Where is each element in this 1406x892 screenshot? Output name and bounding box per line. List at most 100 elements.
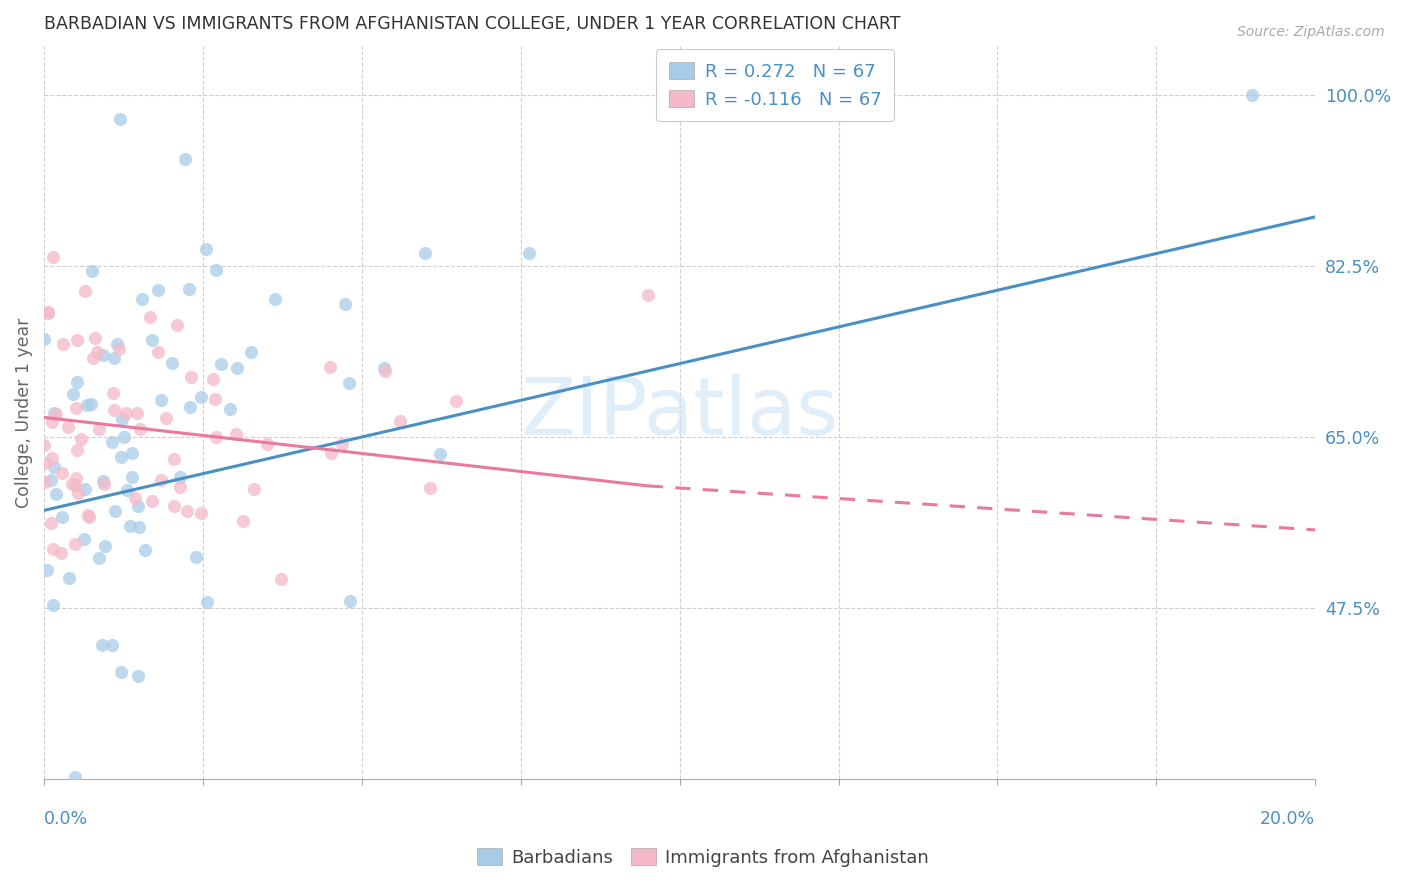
Point bbox=[124, 491, 146, 505]
Point bbox=[163, 499, 186, 513]
Text: Source: ZipAtlas.com: Source: ZipAtlas.com bbox=[1237, 25, 1385, 39]
Point bbox=[319, 446, 342, 460]
Point bbox=[118, 518, 141, 533]
Point bbox=[149, 392, 172, 407]
Point bbox=[103, 351, 125, 365]
Point bbox=[91, 638, 114, 652]
Point bbox=[37, 306, 59, 320]
Point bbox=[103, 403, 125, 417]
Point bbox=[41, 450, 63, 465]
Point bbox=[127, 406, 149, 420]
Point bbox=[166, 318, 188, 333]
Point bbox=[155, 410, 177, 425]
Point bbox=[444, 393, 467, 408]
Point bbox=[419, 481, 441, 495]
Point bbox=[180, 370, 202, 384]
Point bbox=[127, 499, 149, 513]
Point bbox=[80, 263, 103, 277]
Point bbox=[264, 292, 287, 306]
Point bbox=[160, 356, 183, 370]
Point bbox=[34, 456, 56, 470]
Point bbox=[637, 288, 659, 302]
Point bbox=[51, 466, 73, 480]
Point bbox=[91, 474, 114, 488]
Point bbox=[127, 669, 149, 683]
Point bbox=[39, 516, 62, 530]
Point bbox=[63, 770, 86, 784]
Point bbox=[86, 344, 108, 359]
Point bbox=[63, 537, 86, 551]
Point bbox=[337, 376, 360, 390]
Point bbox=[34, 475, 56, 489]
Point bbox=[121, 446, 143, 460]
Point bbox=[45, 487, 67, 501]
Point bbox=[413, 246, 436, 260]
Point bbox=[66, 333, 89, 347]
Point bbox=[108, 343, 131, 357]
Point bbox=[374, 363, 396, 377]
Point bbox=[51, 510, 73, 524]
Point bbox=[190, 390, 212, 404]
Point bbox=[37, 305, 59, 319]
Point bbox=[42, 250, 65, 264]
Text: 20.0%: 20.0% bbox=[1260, 810, 1315, 828]
Point bbox=[202, 371, 225, 385]
Point bbox=[110, 112, 132, 126]
Point bbox=[121, 470, 143, 484]
Point bbox=[104, 504, 127, 518]
Point bbox=[339, 594, 361, 608]
Point bbox=[65, 443, 87, 458]
Point bbox=[209, 357, 232, 371]
Point bbox=[204, 392, 226, 406]
Point bbox=[58, 420, 80, 434]
Point bbox=[184, 549, 207, 564]
Point bbox=[205, 430, 228, 444]
Point bbox=[83, 331, 105, 345]
Point bbox=[176, 504, 198, 518]
Point bbox=[429, 447, 451, 461]
Point bbox=[330, 436, 353, 450]
Point bbox=[335, 297, 357, 311]
Point bbox=[65, 471, 87, 485]
Point bbox=[146, 345, 169, 359]
Point bbox=[52, 337, 75, 351]
Point bbox=[101, 638, 124, 652]
Point bbox=[240, 345, 263, 359]
Point bbox=[93, 477, 115, 491]
Point bbox=[82, 351, 104, 365]
Point bbox=[87, 422, 110, 436]
Point bbox=[177, 282, 200, 296]
Point bbox=[42, 542, 65, 557]
Point bbox=[73, 284, 96, 298]
Point bbox=[373, 360, 395, 375]
Point bbox=[94, 539, 117, 553]
Point bbox=[242, 482, 264, 496]
Point bbox=[101, 435, 124, 450]
Text: BARBADIAN VS IMMIGRANTS FROM AFGHANISTAN COLLEGE, UNDER 1 YEAR CORRELATION CHART: BARBADIAN VS IMMIGRANTS FROM AFGHANISTAN… bbox=[44, 15, 901, 33]
Point bbox=[173, 153, 195, 167]
Point bbox=[60, 477, 83, 491]
Point bbox=[169, 470, 191, 484]
Point bbox=[49, 546, 72, 560]
Point bbox=[141, 333, 163, 347]
Point bbox=[110, 665, 132, 679]
Point bbox=[190, 507, 212, 521]
Point bbox=[34, 332, 56, 346]
Point bbox=[111, 412, 134, 426]
Point bbox=[112, 430, 135, 444]
Legend: R = 0.272   N = 67, R = -0.116   N = 67: R = 0.272 N = 67, R = -0.116 N = 67 bbox=[655, 49, 894, 121]
Point bbox=[225, 426, 247, 441]
Point bbox=[148, 283, 170, 297]
Point bbox=[77, 510, 100, 524]
Point bbox=[45, 407, 67, 421]
Point bbox=[131, 293, 153, 307]
Point bbox=[110, 450, 132, 465]
Point bbox=[42, 406, 65, 420]
Point bbox=[65, 401, 87, 415]
Point bbox=[41, 415, 63, 429]
Point bbox=[1240, 87, 1263, 102]
Point bbox=[169, 480, 191, 494]
Point bbox=[150, 474, 173, 488]
Point bbox=[115, 483, 138, 498]
Legend: Barbadians, Immigrants from Afghanistan: Barbadians, Immigrants from Afghanistan bbox=[470, 841, 936, 874]
